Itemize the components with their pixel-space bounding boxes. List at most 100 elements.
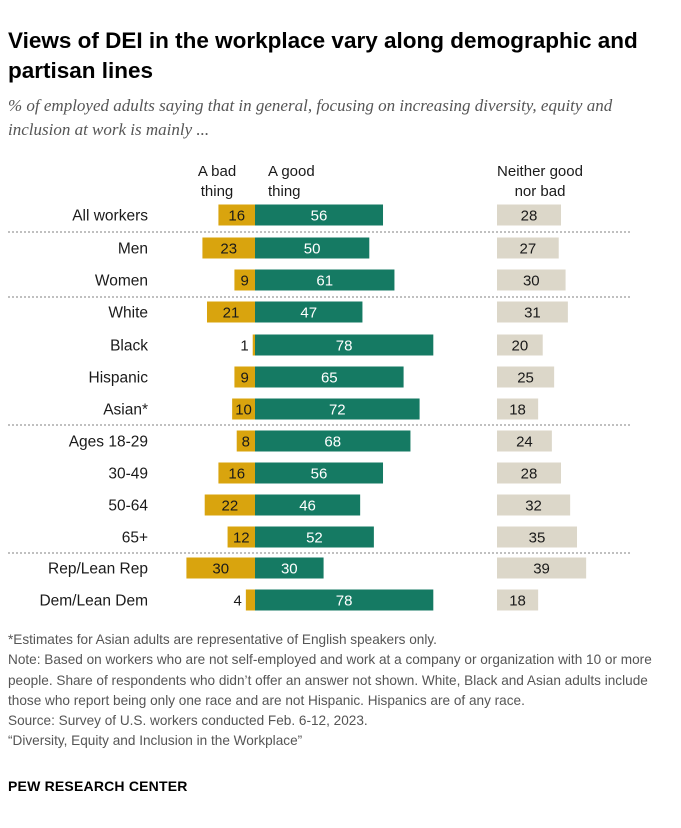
neither-bar [497,366,555,388]
bad-bar [234,366,255,388]
good-bar [255,462,384,484]
bad-value-label: 16 [228,208,245,225]
good-value-label: 56 [311,208,328,225]
row-label: 30-49 [108,466,148,483]
good-value-label: 30 [281,561,298,578]
bad-bar [245,589,255,611]
row-label: Rep/Lean Rep [48,561,148,578]
header-bad-line1: A bad [198,163,236,180]
good-bar [255,366,404,388]
row-label: 50-64 [108,498,148,515]
good-bar [255,398,420,420]
neither-bar [497,237,559,259]
bad-value-label: 4 [234,593,242,610]
bad-value-label: 30 [212,561,229,578]
row-label: Black [110,338,148,355]
row-label: Ages 18-29 [69,434,148,451]
good-bar [255,526,374,548]
good-bar [255,334,434,356]
row-label: Asian* [103,402,148,419]
bad-value-label: 21 [223,305,240,322]
bad-bar [218,204,255,226]
row-label: Dem/Lean Dem [39,593,148,610]
good-value-label: 68 [324,434,341,451]
bad-value-label: 12 [233,530,250,547]
bad-bar [204,494,255,516]
good-value-label: 78 [336,593,353,610]
bad-bar [218,462,255,484]
good-bar [255,494,361,516]
neither-value-label: 28 [521,466,538,483]
bad-value-label: 1 [240,338,248,355]
neither-value-label: 20 [512,338,529,355]
header-neither-line2: nor bad [515,183,566,200]
row-label: Men [118,241,148,258]
report-title-note: “Diversity, Equity and Inclusion in the … [8,733,303,749]
bad-value-label: 8 [242,434,250,451]
neither-value-label: 18 [509,593,526,610]
bad-value-label: 22 [222,498,239,515]
good-value-label: 47 [300,305,317,322]
bad-bar [186,557,255,579]
good-value-label: 50 [304,241,321,258]
asian-footnote: *Estimates for Asian adults are represen… [8,632,437,647]
good-value-label: 72 [329,402,346,419]
row-label: Hispanic [89,370,149,387]
bad-bar [234,269,255,291]
neither-bar [497,462,562,484]
methodology-note: Note: Based on workers who are not self-… [8,652,652,708]
header-bad-line2: thing [201,183,234,200]
good-value-label: 52 [306,530,323,547]
neither-value-label: 25 [517,370,534,387]
bad-value-label: 9 [241,273,249,290]
good-value-label: 61 [316,273,333,290]
header-good-line2: thing [268,183,301,200]
good-bar [255,301,363,323]
header-good-line1: A good [268,163,315,180]
bad-bar [202,237,255,259]
neither-value-label: 39 [533,561,550,578]
row-label: White [108,305,148,322]
good-bar [255,557,324,579]
neither-value-label: 24 [516,434,533,451]
pew-logo-text: PEW RESEARCH CENTER [8,778,188,794]
chart-title: Views of DEI in the workplace vary along… [8,28,638,83]
neither-value-label: 18 [509,402,526,419]
neither-bar [497,334,543,356]
bad-value-label: 9 [241,370,249,387]
neither-value-label: 28 [521,208,538,225]
bad-value-label: 16 [228,466,245,483]
neither-bar [497,589,539,611]
bad-bar [232,398,255,420]
neither-bar [497,269,566,291]
bad-bar [252,334,255,356]
good-bar [255,589,434,611]
bad-value-label: 10 [235,402,252,419]
bad-bar [206,301,255,323]
neither-bar [497,398,539,420]
good-value-label: 46 [299,498,316,515]
neither-value-label: 35 [529,530,546,547]
neither-bar [497,204,562,226]
bad-bar [236,430,255,452]
bad-bar [227,526,255,548]
neither-value-label: 30 [523,273,540,290]
header-neither-line1: Neither good [497,163,583,180]
neither-value-label: 31 [524,305,541,322]
good-bar [255,204,384,226]
good-bar [255,269,395,291]
row-label: Women [95,273,148,290]
neither-bar [497,430,552,452]
neither-bar [497,301,568,323]
bad-value-label: 23 [220,241,237,258]
chart-subtitle: % of employed adults saying that in gene… [8,96,613,139]
neither-value-label: 32 [525,498,542,515]
neither-value-label: 27 [520,241,537,258]
row-label: 65+ [122,530,148,547]
neither-bar [497,526,578,548]
good-bar [255,237,370,259]
good-bar [255,430,411,452]
good-value-label: 65 [321,370,338,387]
good-value-label: 78 [336,338,353,355]
